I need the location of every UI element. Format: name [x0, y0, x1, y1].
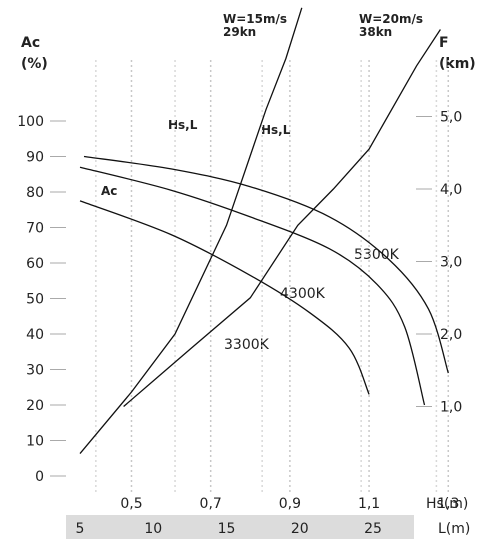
l-axis-band [66, 515, 414, 539]
l-unit-label: L(m) [438, 521, 470, 537]
left-tick-label-2: 20 [26, 398, 44, 414]
series-label-hsl-2: Hs,L [261, 123, 291, 137]
series-lines [79, 7, 449, 455]
wind-label-20-line2: 38kn [359, 25, 392, 39]
left-axis-title-line1: Ac [21, 35, 40, 51]
hs-unit-label: Hs(m) [426, 496, 468, 512]
wind-label-15-line2: 29kn [223, 25, 256, 39]
left-tick-label-7: 70 [26, 221, 44, 237]
left-tick-label-4: 40 [26, 327, 44, 343]
right-tick-label-0: 1,0 [440, 400, 462, 416]
l-tick-label-1: 10 [144, 521, 162, 537]
left-tick-label-8: 80 [26, 185, 44, 201]
l-tick-label-3: 20 [291, 521, 309, 537]
left-tick-label-3: 30 [26, 363, 44, 379]
l-axis-ticks: 5 10 15 20 25 [76, 521, 382, 537]
left-tick-label-5: 50 [26, 292, 44, 308]
hs-tick-label-0: 0,5 [120, 496, 142, 512]
hs-tick-label-3: 1,1 [358, 496, 380, 512]
l-tick-label-0: 5 [76, 521, 85, 537]
series-line-1 [79, 166, 426, 406]
left-tick-label-9: 90 [26, 150, 44, 166]
right-tick-label-4: 5,0 [440, 110, 462, 126]
left-axis-ticks: 0 10 20 30 40 50 60 70 80 90 100 [17, 114, 66, 485]
right-axis-title-line2: (km) [439, 56, 476, 72]
series-label-4300k: 4300K [280, 286, 326, 302]
hs-tick-label-4: 1,3 [437, 496, 459, 512]
series-label-3300k: 3300K [224, 337, 270, 353]
gridlines [95, 60, 450, 492]
wind-label-15-line1: W=15m/s [223, 12, 287, 26]
l-tick-label-4: 25 [364, 521, 382, 537]
left-tick-label-1: 10 [26, 434, 44, 450]
left-tick-label-0: 0 [35, 469, 44, 485]
right-tick-label-2: 3,0 [440, 255, 462, 271]
left-tick-label-6: 60 [26, 256, 44, 272]
series-label-ac: Ac [101, 184, 117, 198]
series-label-hsl-1: Hs,L [168, 118, 198, 132]
hs-tick-label-1: 0,7 [200, 496, 222, 512]
hs-tick-label-2: 0,9 [279, 496, 301, 512]
series-line-4 [123, 29, 441, 407]
right-tick-label-3: 4,0 [440, 182, 462, 198]
l-tick-label-2: 15 [218, 521, 236, 537]
series-line-0 [83, 155, 449, 374]
left-axis-title-line2: (%) [21, 56, 48, 72]
wind-label-20-line1: W=20m/s [359, 12, 423, 26]
right-axis-ticks: 1,0 2,0 3,0 4,0 5,0 [416, 110, 462, 416]
right-axis-title-line1: F [439, 35, 449, 51]
hs-axis-ticks: 0,5 0,7 0,9 1,1 1,3 [120, 496, 459, 512]
right-tick-label-1: 2,0 [440, 327, 462, 343]
series-line-2 [79, 200, 370, 395]
left-tick-label-10: 100 [17, 114, 44, 130]
series-line-3 [79, 7, 303, 455]
